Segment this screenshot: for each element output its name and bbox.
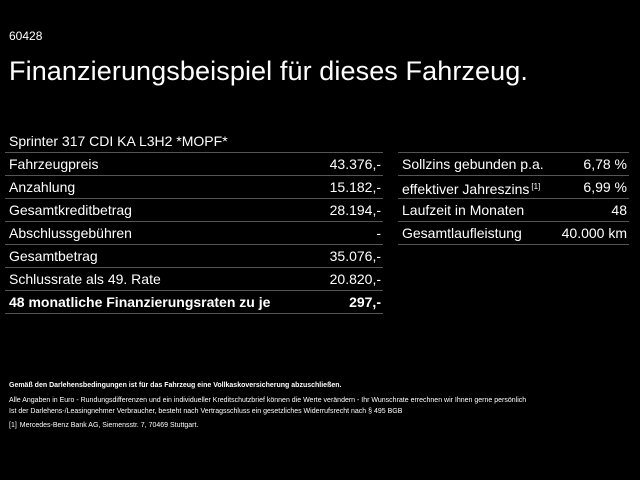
row-label-wrapper: effektiver Jahreszins [1] xyxy=(402,176,540,200)
row-value: 6,78 % xyxy=(583,153,627,175)
row-label: Gesamtlaufleistung xyxy=(402,222,522,244)
table-row-fixed-interest: Sollzins gebunden p.a. 6,78 % xyxy=(398,153,629,176)
disclaimer-line-amounts: Alle Angaben in Euro - Rundungsdifferenz… xyxy=(9,395,629,406)
interest-table: Sollzins gebunden p.a. 6,78 % effektiver… xyxy=(398,152,629,245)
page-title: Finanzierungsbeispiel für dieses Fahrzeu… xyxy=(9,55,609,87)
row-label: Schlussrate als 49. Rate xyxy=(9,268,161,290)
footnote-text: Mercedes-Benz Bank AG, Siemensstr. 7, 70… xyxy=(20,422,199,429)
row-label: 48 monatliche Finanzierungsraten zu je xyxy=(9,291,270,313)
table-row-total-mileage: Gesamtlaufleistung 40.000 km xyxy=(398,222,629,245)
row-value: 40.000 km xyxy=(562,222,627,244)
financing-table: Fahrzeugpreis 43.376,- Anzahlung 15.182,… xyxy=(5,152,383,314)
row-label: Abschlussgebühren xyxy=(9,222,132,244)
row-label: Gesamtbetrag xyxy=(9,245,98,267)
vehicle-name: Sprinter 317 CDI KA L3H2 *MOPF* xyxy=(9,133,228,149)
footnote: [1] Mercedes-Benz Bank AG, Siemensstr. 7,… xyxy=(9,421,198,430)
disclaimer-line-withdrawal: Ist der Darlehens-/Leasingnehmer Verbrau… xyxy=(9,406,629,417)
row-label: Fahrzeugpreis xyxy=(9,153,99,175)
row-value: 6,99 % xyxy=(583,176,627,198)
insurance-notice: Gemäß den Darlehensbedingungen ist für d… xyxy=(9,380,629,391)
row-label: Anzahlung xyxy=(9,176,75,198)
row-value: 43.376,- xyxy=(330,153,381,175)
table-row-down-payment: Anzahlung 15.182,- xyxy=(5,176,383,199)
disclaimer: Gemäß den Darlehensbedingungen ist für d… xyxy=(9,380,629,417)
table-row-total-credit: Gesamtkreditbetrag 28.194,- xyxy=(5,199,383,222)
row-label: Sollzins gebunden p.a. xyxy=(402,153,544,175)
row-label: Gesamtkreditbetrag xyxy=(9,199,132,221)
table-row-final-installment: Schlussrate als 49. Rate 20.820,- xyxy=(5,268,383,291)
table-row-vehicle-price: Fahrzeugpreis 43.376,- xyxy=(5,153,383,176)
row-label: Laufzeit in Monaten xyxy=(402,199,524,221)
row-value: 20.820,- xyxy=(330,268,381,290)
table-row-term-months: Laufzeit in Monaten 48 xyxy=(398,199,629,222)
row-value: 297,- xyxy=(349,291,381,313)
row-value: 35.076,- xyxy=(330,245,381,267)
row-value: - xyxy=(376,222,381,244)
row-label: effektiver Jahreszins xyxy=(402,181,529,197)
table-row-closing-fees: Abschlussgebühren - xyxy=(5,222,383,245)
table-row-effective-interest: effektiver Jahreszins [1] 6,99 % xyxy=(398,176,629,199)
row-value: 28.194,- xyxy=(330,199,381,221)
row-value: 15.182,- xyxy=(330,176,381,198)
footnote-mark: [1] xyxy=(9,422,17,429)
table-row-total-amount: Gesamtbetrag 35.076,- xyxy=(5,245,383,268)
table-row-monthly-rate: 48 monatliche Finanzierungsraten zu je 2… xyxy=(5,291,383,314)
row-value: 48 xyxy=(611,199,627,221)
footnote-reference: [1] xyxy=(531,182,540,191)
listing-code: 60428 xyxy=(9,29,42,43)
